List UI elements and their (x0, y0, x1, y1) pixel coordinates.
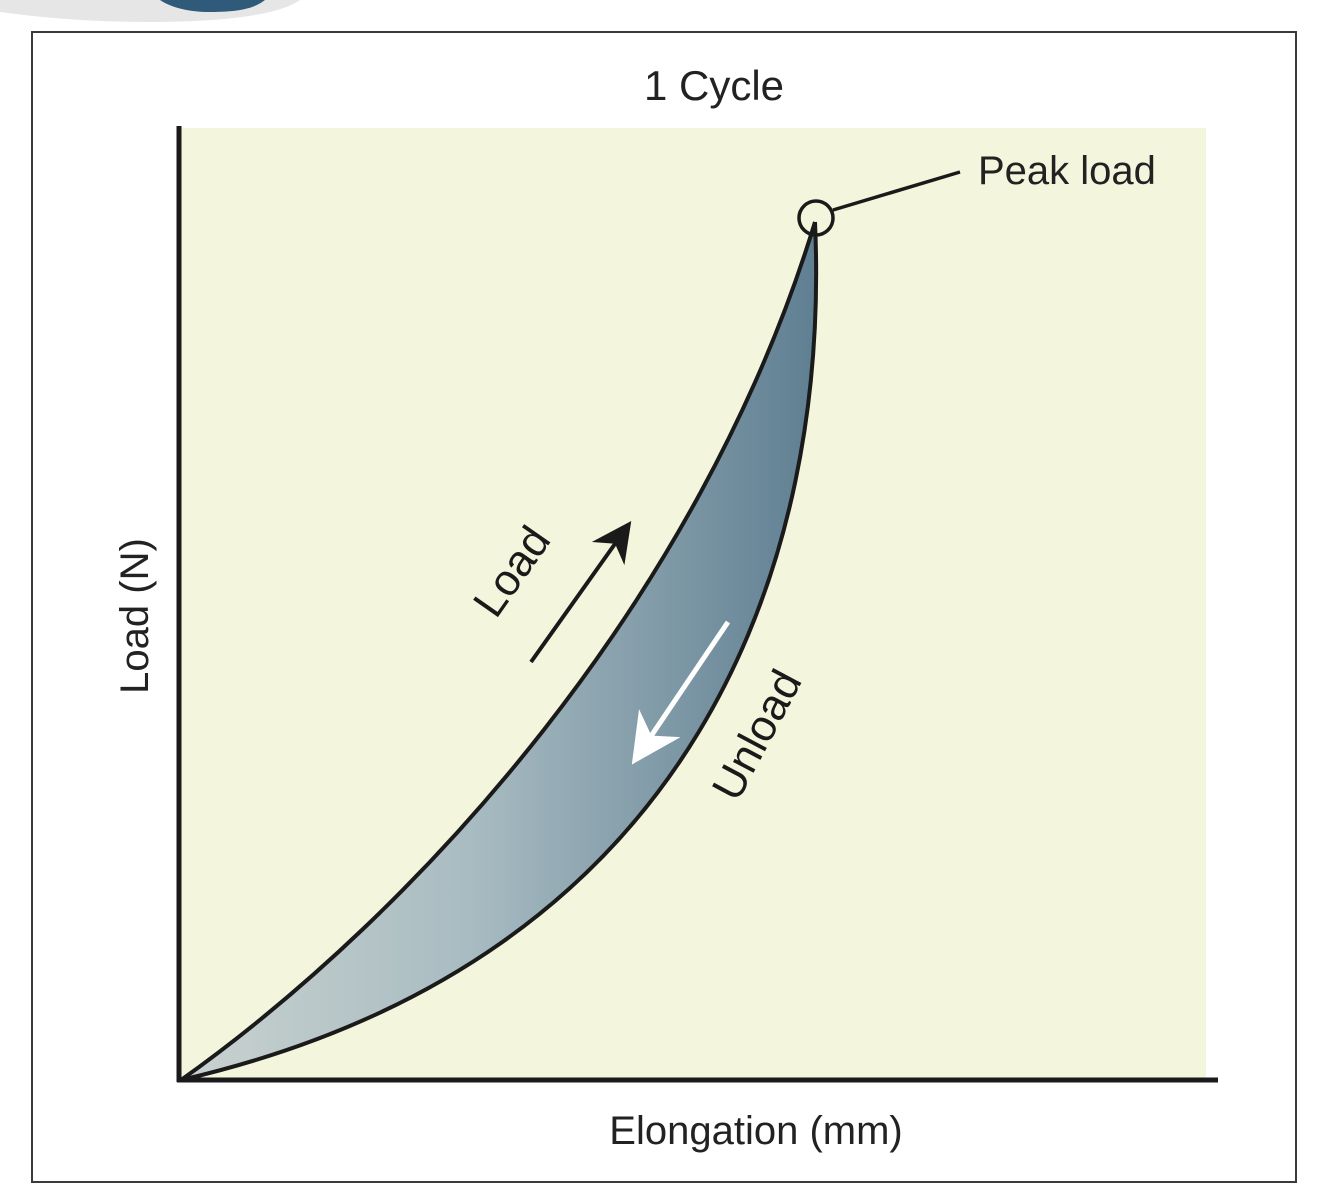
y-axis-label: Load (N) (113, 538, 157, 694)
peak-load-label: Peak load (978, 149, 1156, 193)
x-axis-label: Elongation (mm) (609, 1109, 902, 1153)
unload-curve (180, 221, 819, 1082)
load-curve (179, 221, 817, 1082)
chart-title: 1 Cycle (644, 62, 784, 109)
corner-decoration (0, 0, 320, 30)
peak-load-leader-line (832, 170, 961, 212)
hysteresis-loop-area (181, 222, 817, 1080)
load-direction-arrow (529, 520, 632, 664)
unload-direction-arrow (631, 620, 731, 765)
peak-load-marker (797, 199, 835, 237)
